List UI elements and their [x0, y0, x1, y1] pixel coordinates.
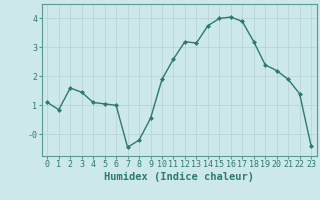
X-axis label: Humidex (Indice chaleur): Humidex (Indice chaleur) [104, 172, 254, 182]
